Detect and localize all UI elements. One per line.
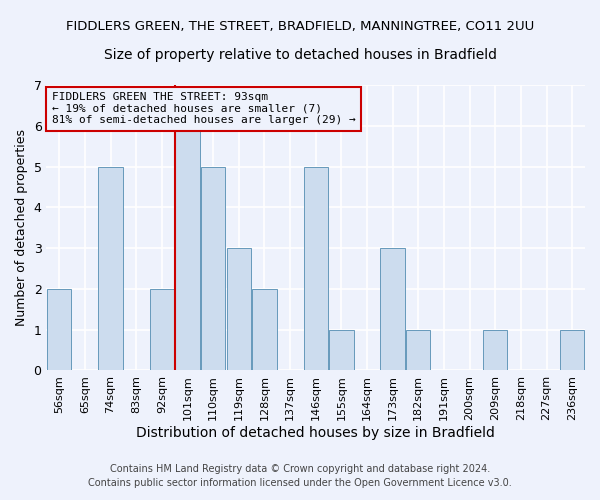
Bar [227, 248, 251, 370]
Bar [201, 166, 226, 370]
Text: Size of property relative to detached houses in Bradfield: Size of property relative to detached ho… [104, 48, 497, 62]
Bar [149, 289, 174, 370]
Text: FIDDLERS GREEN, THE STREET, BRADFIELD, MANNINGTREE, CO11 2UU: FIDDLERS GREEN, THE STREET, BRADFIELD, M… [66, 20, 534, 33]
Bar [329, 330, 353, 370]
Bar [380, 248, 405, 370]
Bar [304, 166, 328, 370]
Bar [252, 289, 277, 370]
Text: FIDDLERS GREEN THE STREET: 93sqm
← 19% of detached houses are smaller (7)
81% of: FIDDLERS GREEN THE STREET: 93sqm ← 19% o… [52, 92, 356, 126]
Text: Contains HM Land Registry data © Crown copyright and database right 2024.
Contai: Contains HM Land Registry data © Crown c… [88, 464, 512, 487]
X-axis label: Distribution of detached houses by size in Bradfield: Distribution of detached houses by size … [136, 426, 495, 440]
Bar [47, 289, 71, 370]
Y-axis label: Number of detached properties: Number of detached properties [15, 129, 28, 326]
Bar [560, 330, 584, 370]
Bar [175, 126, 200, 370]
Bar [98, 166, 123, 370]
Bar [483, 330, 508, 370]
Bar [406, 330, 430, 370]
